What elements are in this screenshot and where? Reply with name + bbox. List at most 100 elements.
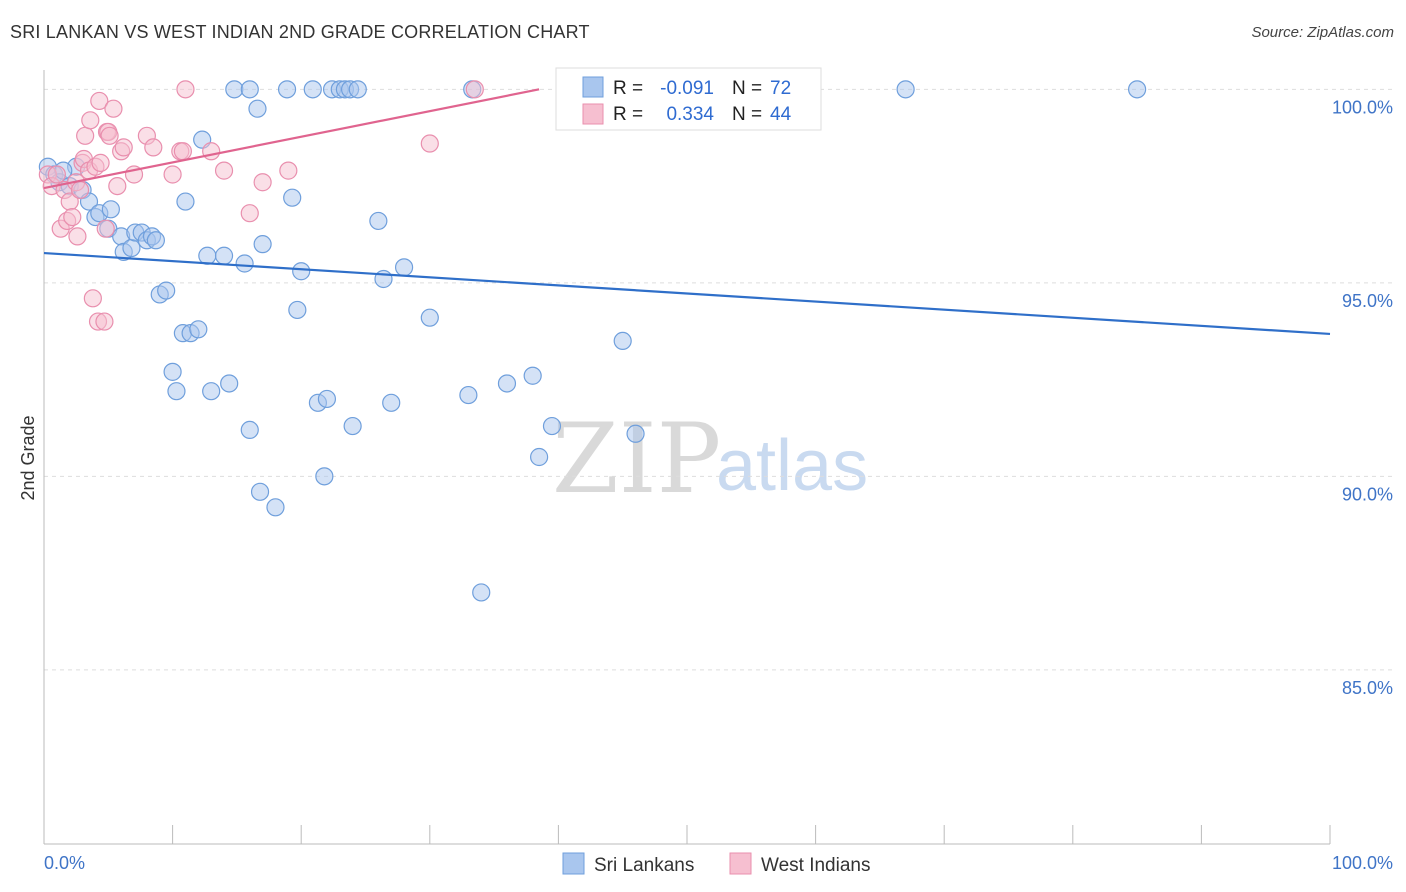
trend-lines <box>43 88 1331 336</box>
chart-title: SRI LANKAN VS WEST INDIAN 2ND GRADE CORR… <box>10 22 590 42</box>
point-sri-lankans-44 <box>315 467 334 486</box>
point-sri-lankans-51 <box>348 80 367 99</box>
point-sri-lankans-59 <box>472 583 491 602</box>
point-west-indians-16 <box>83 289 102 308</box>
point-sri-lankans-21 <box>167 382 186 401</box>
point-sri-lankans-53 <box>369 211 388 231</box>
point-sri-lankans-61 <box>523 366 542 385</box>
y-tick-label-95: 95.0% <box>1342 291 1393 311</box>
point-sri-lankans-62 <box>530 447 549 467</box>
point-west-indians-27 <box>108 177 127 196</box>
point-west-indians-38 <box>214 161 234 180</box>
point-sri-lankans-9 <box>101 200 120 219</box>
point-west-indians-42 <box>420 134 439 153</box>
point-west-indians-32 <box>144 138 163 157</box>
point-west-indians-43 <box>465 80 484 99</box>
point-sri-lankans-57 <box>459 385 478 405</box>
point-sri-lankans-50 <box>343 416 362 436</box>
gridlines <box>44 88 1393 671</box>
point-west-indians-36 <box>176 80 195 99</box>
series-legend-label-sri-lankans: Sri Lankans <box>594 855 694 876</box>
series-legend: Sri Lankans West Indians <box>562 852 870 876</box>
point-sri-lankans-45 <box>317 389 337 409</box>
point-sri-lankans-17 <box>146 231 165 250</box>
series-legend-swatch-west-indians <box>729 852 752 875</box>
point-west-indians-40 <box>253 173 272 192</box>
point-west-indians-19 <box>90 91 109 111</box>
point-sri-lankans-71 <box>240 80 259 99</box>
point-sri-lankans-32 <box>235 254 254 273</box>
point-sri-lankans-67 <box>896 80 915 99</box>
point-sri-lankans-27 <box>198 246 217 265</box>
legend-swatch-west-indians <box>582 103 604 125</box>
point-west-indians-35 <box>173 142 192 161</box>
point-sri-lankans-54 <box>382 393 401 412</box>
point-sri-lankans-31 <box>225 80 244 99</box>
point-sri-lankans-68 <box>1127 80 1147 99</box>
point-sri-lankans-65 <box>613 331 632 350</box>
point-west-indians-29 <box>114 138 133 157</box>
point-sri-lankans-39 <box>283 188 302 207</box>
point-west-indians-37 <box>202 142 221 161</box>
series-legend-label-west-indians: West Indians <box>761 855 870 876</box>
trend-line-west-indians <box>43 88 540 190</box>
watermark-zip: ZIP <box>552 403 721 515</box>
point-sri-lankans-55 <box>394 258 414 277</box>
y-tick-label-90: 90.0% <box>1342 484 1393 504</box>
series-legend-swatch-sri-lankans <box>562 852 585 875</box>
y-axis-title: 2nd Grade <box>18 415 38 500</box>
x-tick-label-min: 0.0% <box>44 853 85 873</box>
legend-n-label-1: N = <box>732 78 762 99</box>
point-west-indians-25 <box>100 126 119 145</box>
legend-r-value-2: 0.334 <box>666 104 714 125</box>
point-west-indians-21 <box>95 312 114 331</box>
point-west-indians-22 <box>96 219 115 238</box>
point-sri-lankans-30 <box>220 374 239 393</box>
point-sri-lankans-41 <box>292 262 311 281</box>
data-points <box>38 80 1147 602</box>
point-west-indians-13 <box>76 126 95 145</box>
y-tick-label-85: 85.0% <box>1342 678 1393 698</box>
point-sri-lankans-40 <box>288 300 307 320</box>
point-sri-lankans-63 <box>542 416 562 436</box>
source-credit: Source: ZipAtlas.com <box>1251 24 1394 41</box>
point-sri-lankans-19 <box>157 281 176 300</box>
watermark: ZIP atlas <box>552 403 868 515</box>
legend-r-label-1: R = <box>613 78 643 99</box>
point-west-indians-2 <box>47 165 66 184</box>
point-sri-lankans-34 <box>248 99 267 118</box>
point-sri-lankans-29 <box>214 246 234 265</box>
point-sri-lankans-56 <box>420 308 439 327</box>
legend-swatch-sri-lankans <box>582 76 604 98</box>
trend-line-sri-lankans <box>43 251 1331 336</box>
legend-n-value-2: 44 <box>770 104 792 125</box>
point-sri-lankans-25 <box>189 320 208 339</box>
watermark-atlas: atlas <box>716 426 868 506</box>
point-west-indians-20 <box>91 153 110 172</box>
point-sri-lankans-42 <box>303 80 322 99</box>
y-tick-label-100: 100.0% <box>1332 97 1393 117</box>
point-west-indians-26 <box>104 99 123 118</box>
point-sri-lankans-36 <box>253 235 272 254</box>
point-sri-lankans-37 <box>266 498 285 517</box>
legend-n-label-2: N = <box>732 104 762 125</box>
point-sri-lankans-60 <box>497 374 517 393</box>
point-west-indians-33 <box>163 165 182 184</box>
point-west-indians-39 <box>240 204 259 223</box>
point-sri-lankans-28 <box>202 382 221 401</box>
point-sri-lankans-12 <box>122 238 141 258</box>
point-sri-lankans-33 <box>240 420 259 440</box>
point-sri-lankans-24 <box>176 192 195 211</box>
x-ticks <box>43 825 1331 844</box>
point-west-indians-15 <box>81 111 100 130</box>
y-tick-labels: 85.0% 90.0% 95.0% 100.0% <box>1332 97 1393 698</box>
legend-r-value-1: -0.091 <box>660 78 714 99</box>
point-west-indians-9 <box>68 227 87 246</box>
x-tick-label-max: 100.0% <box>1332 853 1393 873</box>
point-sri-lankans-38 <box>277 80 297 99</box>
point-west-indians-7 <box>63 207 82 227</box>
legend-n-value-1: 72 <box>770 78 791 99</box>
stats-legend: R = -0.091 N = 72 R = 0.334 N = 44 <box>555 67 822 131</box>
legend-r-label-2: R = <box>613 104 643 125</box>
